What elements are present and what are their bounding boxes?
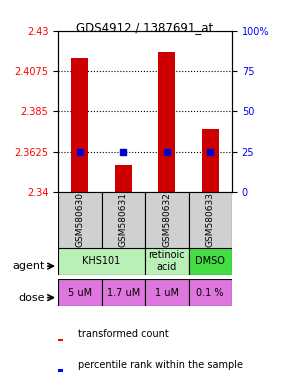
Bar: [145, 279, 188, 306]
Text: GSM580630: GSM580630: [75, 192, 84, 247]
Bar: [188, 248, 232, 275]
Bar: [145, 192, 188, 248]
Text: GSM580632: GSM580632: [162, 192, 171, 247]
Text: 0.1 %: 0.1 %: [197, 288, 224, 298]
Bar: [145, 248, 188, 275]
Text: agent: agent: [12, 261, 45, 271]
Text: 1 uM: 1 uM: [155, 288, 179, 298]
Text: KHS101: KHS101: [82, 256, 121, 266]
Text: transformed count: transformed count: [78, 329, 169, 339]
Text: GSM580631: GSM580631: [119, 192, 128, 247]
Text: percentile rank within the sample: percentile rank within the sample: [78, 360, 243, 370]
Bar: [58, 279, 102, 306]
Bar: [58, 248, 145, 275]
Bar: [58, 369, 63, 372]
Bar: [188, 192, 232, 248]
Bar: [158, 52, 175, 192]
Text: GSM580633: GSM580633: [206, 192, 215, 247]
Bar: [188, 279, 232, 306]
Bar: [202, 129, 219, 192]
Text: GDS4912 / 1387691_at: GDS4912 / 1387691_at: [76, 21, 214, 34]
Bar: [58, 339, 63, 341]
Text: dose: dose: [19, 293, 45, 303]
Text: retinoic
acid: retinoic acid: [148, 250, 185, 272]
Bar: [58, 192, 102, 248]
Text: 1.7 uM: 1.7 uM: [107, 288, 140, 298]
Bar: [71, 58, 88, 192]
Text: DMSO: DMSO: [195, 256, 225, 266]
Bar: [102, 192, 145, 248]
Text: 5 uM: 5 uM: [68, 288, 92, 298]
Bar: [115, 165, 132, 192]
Bar: [102, 279, 145, 306]
